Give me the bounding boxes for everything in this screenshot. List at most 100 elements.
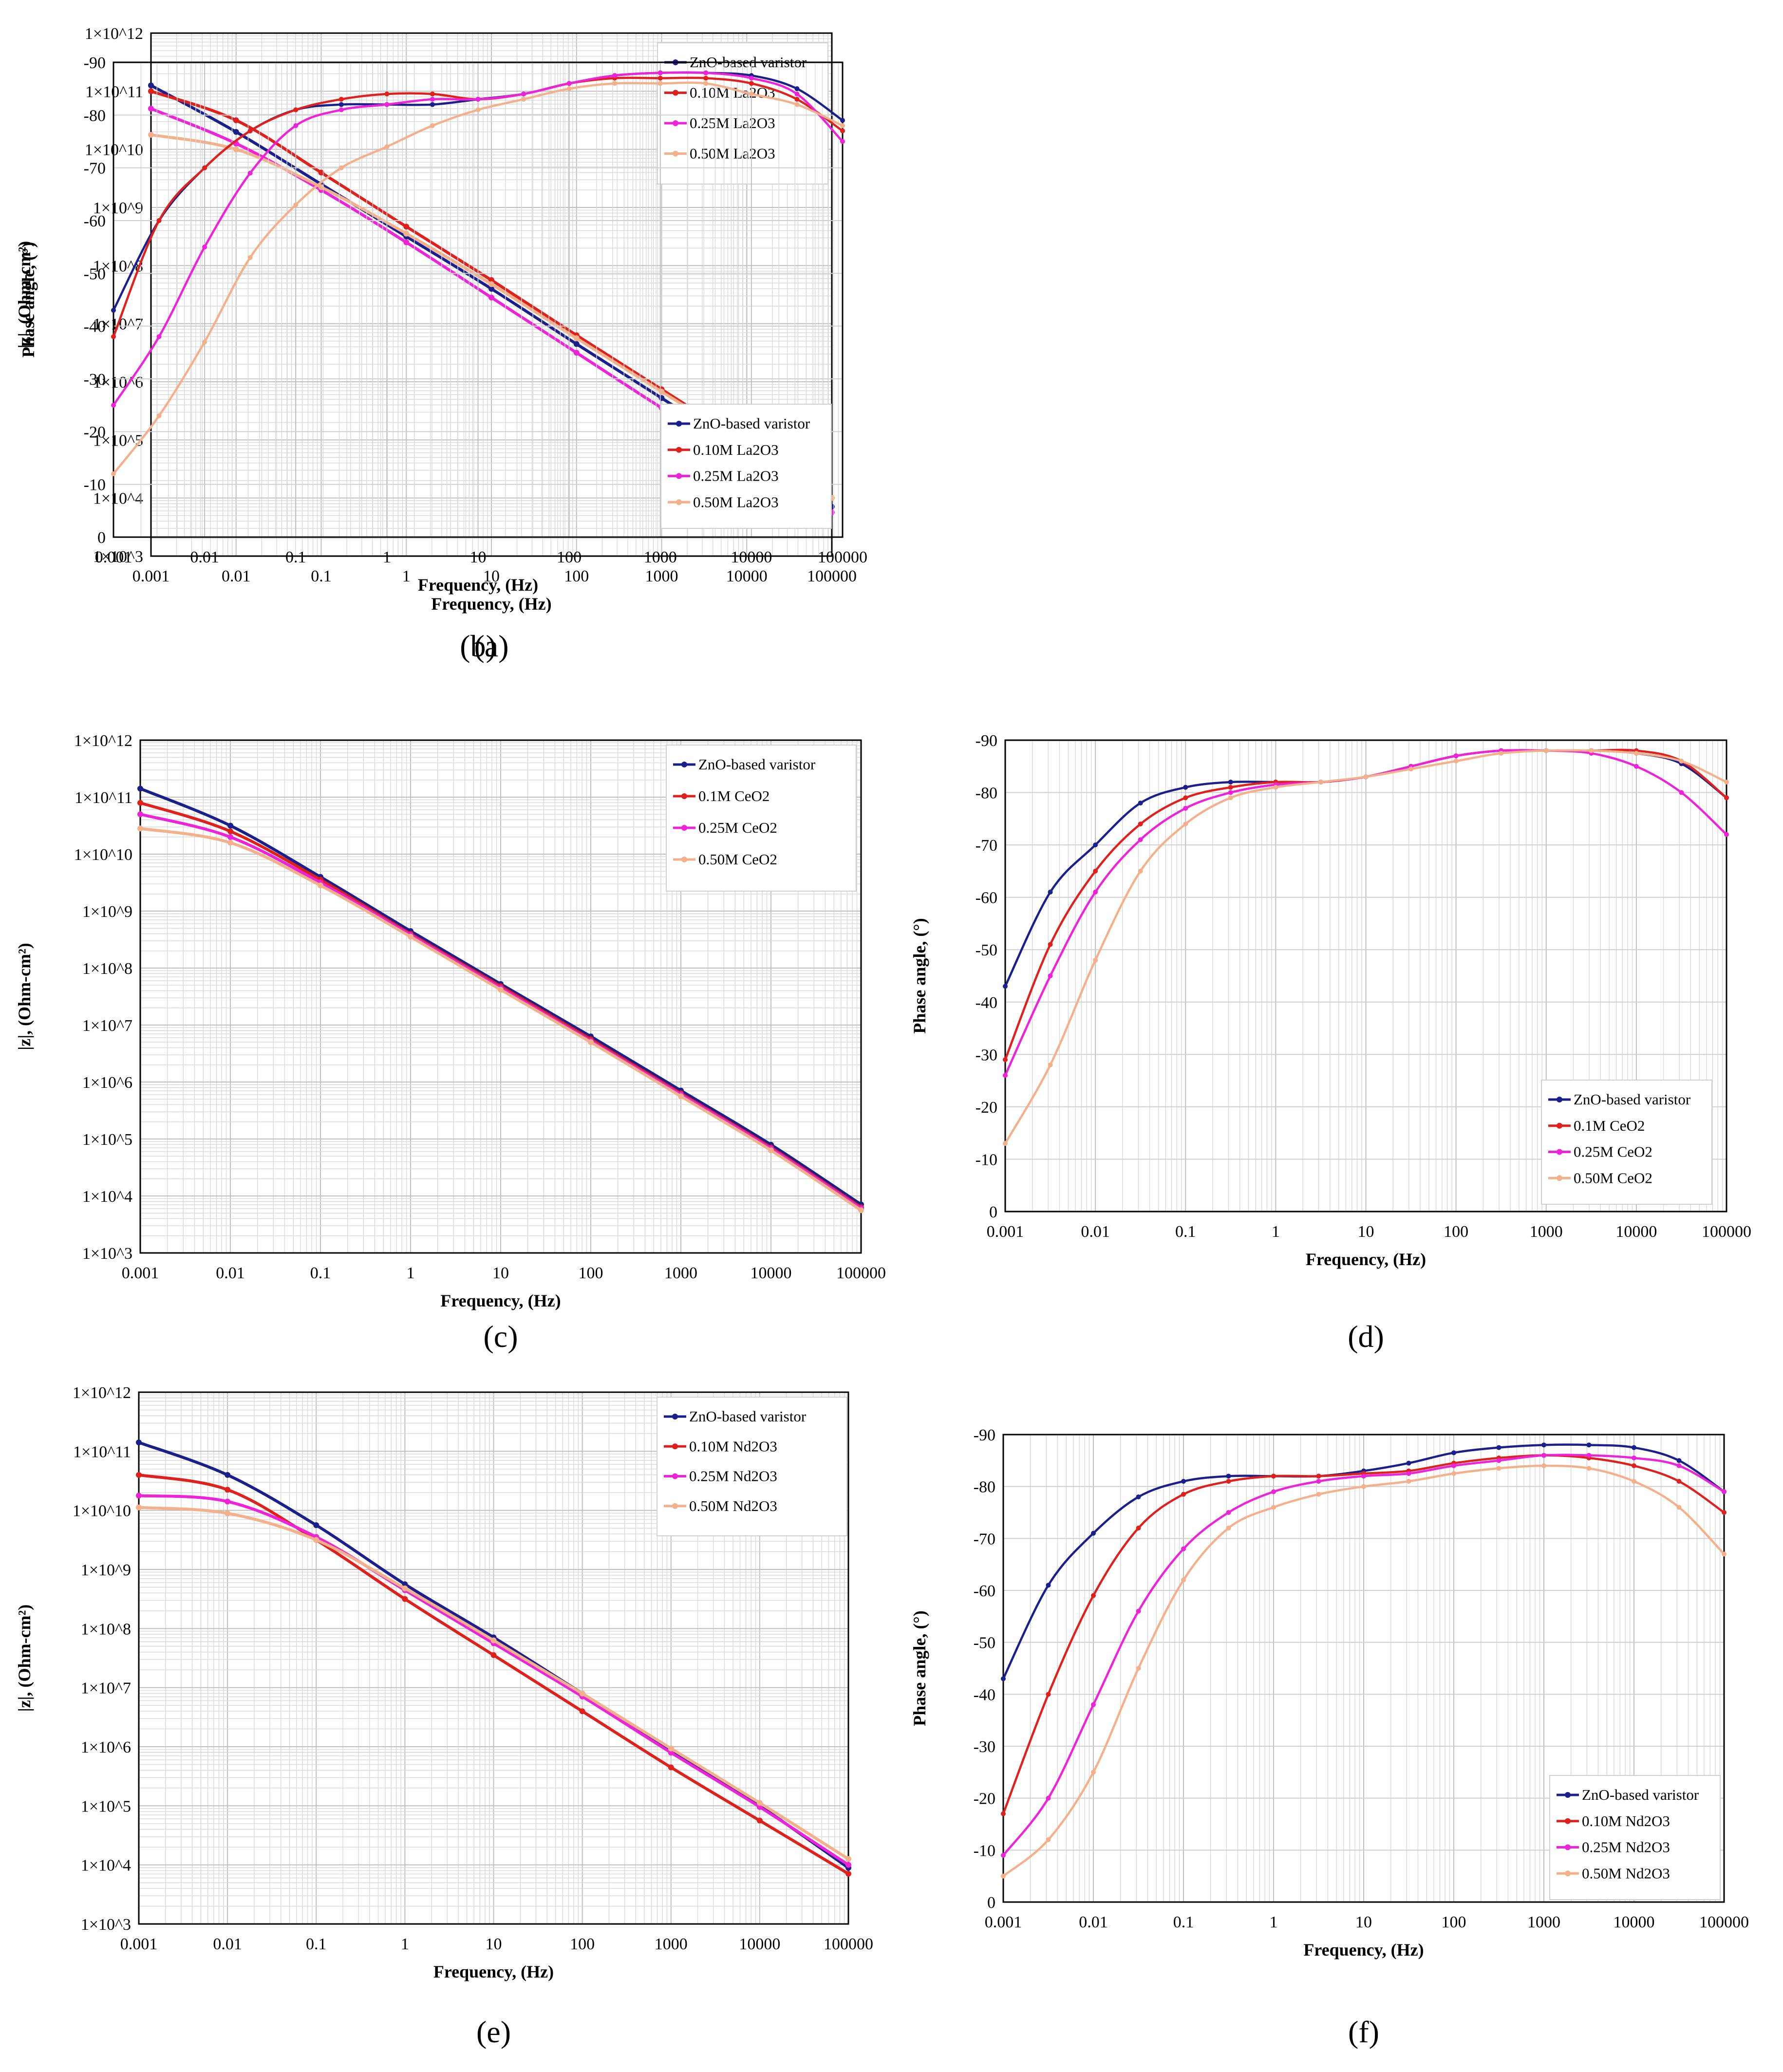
legend-marker [681, 762, 687, 767]
legend-box [666, 745, 857, 892]
data-point [1181, 1479, 1186, 1484]
y-tick-label: -90 [976, 732, 997, 750]
series-2 [1001, 1453, 1727, 1858]
data-point [233, 129, 239, 135]
data-point [794, 96, 800, 102]
data-point [137, 800, 143, 806]
y-tick-label: -30 [974, 1738, 995, 1756]
x-tick-label: 0.001 [132, 567, 170, 585]
data-point [1138, 821, 1143, 827]
x-tick-label: 10000 [1615, 1223, 1657, 1241]
y-tick-label: 1×10^6 [81, 1738, 131, 1756]
data-point [1093, 889, 1098, 895]
y-tick-label: 1×10^9 [93, 199, 143, 217]
y-tick-label: -40 [974, 1686, 995, 1704]
data-point [1271, 1474, 1276, 1479]
data-point [1003, 1073, 1008, 1078]
data-point [1543, 748, 1549, 753]
x-tick-label: 1000 [664, 1264, 697, 1282]
data-point [225, 1498, 231, 1505]
y-tick-label: 1×10^11 [73, 1443, 131, 1461]
data-point [1676, 1479, 1682, 1484]
y-axis-label: Phase angle, (°) [910, 1610, 929, 1726]
y-tick-label: 1×10^9 [81, 1561, 131, 1579]
grid-lines [1003, 1434, 1724, 1903]
data-point [794, 92, 800, 96]
x-tick-label: 1 [401, 1935, 409, 1953]
data-point [1093, 957, 1098, 963]
legend: ZnO-based varistor 0.10M Nd2O3 0.25M Nd2O3… [657, 1397, 847, 1536]
data-point [1541, 1453, 1546, 1458]
data-point [573, 341, 580, 347]
data-point [1406, 1460, 1411, 1466]
data-point [1676, 1505, 1682, 1510]
data-point [1632, 1456, 1636, 1460]
data-point [1361, 1484, 1366, 1489]
x-tick-label: 100 [1442, 1913, 1466, 1931]
y-tick-label: -70 [974, 1530, 995, 1548]
x-tick-label: 10000 [1614, 1913, 1655, 1931]
data-point [1451, 1450, 1456, 1456]
x-tick-label: 1000 [1527, 1913, 1560, 1931]
legend-marker [676, 499, 682, 505]
data-point [384, 144, 390, 149]
data-point [156, 218, 162, 223]
data-point [840, 123, 845, 128]
data-point [1136, 1608, 1141, 1614]
data-point [1001, 1853, 1006, 1858]
data-point [318, 184, 324, 190]
data-point [1406, 1471, 1411, 1476]
data-point [768, 1147, 774, 1154]
data-point [1226, 1510, 1231, 1515]
data-point [227, 822, 233, 829]
data-point [1091, 1702, 1096, 1707]
data-point [148, 82, 154, 89]
data-point [1181, 1492, 1186, 1497]
legend-label: ZnO-based varistor [1574, 1091, 1691, 1108]
x-tick-label: 0.1 [1173, 1913, 1194, 1931]
legend-label: 0.10M La2O3 [693, 441, 779, 458]
legend: ZnO-based varistor 0.1M CeO2 0.25M CeO2 0.5… [1541, 1080, 1712, 1205]
y-tick-label: -10 [84, 476, 106, 494]
legend-marker [1565, 1792, 1571, 1798]
x-tick-label: 100 [564, 567, 589, 585]
y-tick-label: 1×10^12 [85, 25, 143, 43]
x-tick-label: 100000 [1702, 1223, 1751, 1241]
legend: ZnO-based varistor 0.1M CeO2 0.25M CeO2 0.5… [666, 745, 857, 892]
legend-marker [681, 825, 687, 831]
x-tick-label: 100000 [1699, 1913, 1749, 1931]
data-point [202, 165, 207, 170]
data-point [612, 81, 618, 86]
data-point [111, 471, 116, 476]
data-point [794, 86, 800, 92]
data-point [338, 96, 344, 102]
data-point [430, 102, 435, 107]
plot-frame [113, 61, 844, 538]
y-tick-label: 1×10^8 [82, 960, 132, 978]
data-point [566, 81, 572, 86]
data-point [313, 1522, 319, 1528]
data-point [1273, 784, 1278, 790]
x-tick-label: 0.01 [216, 1264, 245, 1282]
data-point [488, 286, 494, 292]
data-point [1183, 795, 1188, 801]
y-tick-label: 1×10^12 [74, 732, 132, 750]
legend-marker [681, 793, 687, 799]
data-point [1226, 1479, 1231, 1484]
legend-marker [1557, 1149, 1562, 1155]
y-tick-label: 1×10^10 [73, 1502, 131, 1520]
y-axis-label: |z|, (Ohm-cm²) [15, 1605, 34, 1712]
y-tick-label: 1×10^4 [93, 490, 143, 508]
data-point [1724, 795, 1729, 801]
data-point [1091, 1593, 1096, 1598]
data-point [1181, 1577, 1186, 1583]
y-tick-label: 1×10^5 [82, 1131, 132, 1149]
panel-caption: (c) [483, 1319, 518, 1354]
series-line [113, 71, 844, 406]
data-point [233, 117, 239, 123]
y-tick-label: -70 [84, 160, 106, 178]
legend-label: 0.25M CeO2 [1574, 1143, 1652, 1160]
y-tick-label: 1×10^3 [93, 548, 143, 566]
data-point [566, 86, 572, 92]
data-point [657, 81, 663, 86]
